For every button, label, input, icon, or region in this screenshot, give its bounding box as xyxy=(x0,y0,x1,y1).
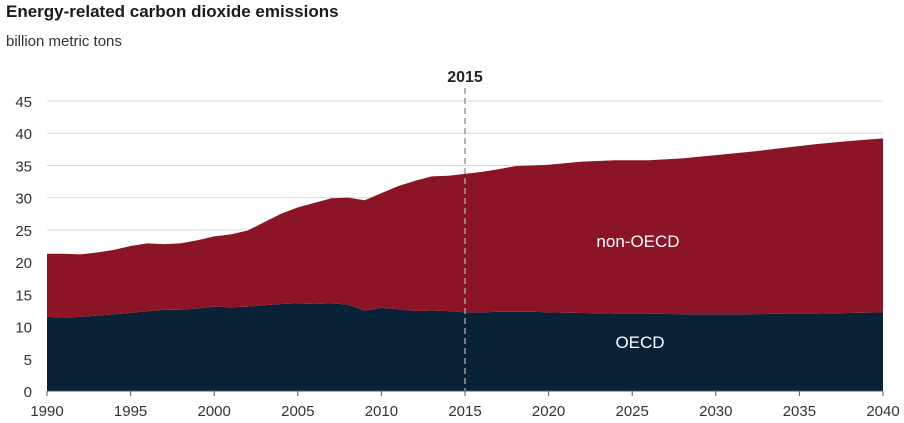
y-tick-label: 0 xyxy=(24,384,32,401)
x-tick-label: 2040 xyxy=(866,403,899,420)
x-tick-label: 2010 xyxy=(365,403,398,420)
y-tick-label: 5 xyxy=(24,352,32,369)
y-tick-label: 45 xyxy=(15,94,32,111)
chart-subtitle: billion metric tons xyxy=(6,33,122,50)
x-tick-label: 2020 xyxy=(532,403,565,420)
x-tick-label: 1990 xyxy=(30,403,63,420)
area-oecd xyxy=(47,303,883,391)
y-tick-label: 10 xyxy=(15,320,32,337)
x-tick-label: 2015 xyxy=(448,403,481,420)
y-tick-label: 15 xyxy=(15,287,32,304)
x-tick-label: 2025 xyxy=(616,403,649,420)
x-tick-label: 2005 xyxy=(281,403,314,420)
annotation-label-2015: 2015 xyxy=(447,69,483,86)
series-label-non-oecd: non-OECD xyxy=(596,232,679,251)
x-tick-label: 2030 xyxy=(699,403,732,420)
area-non-oecd xyxy=(47,138,883,318)
y-tick-label: 30 xyxy=(15,191,32,208)
x-tick-label: 2000 xyxy=(198,403,231,420)
y-tick-label: 20 xyxy=(15,255,32,272)
y-tick-label: 40 xyxy=(15,126,32,143)
x-tick-label: 1995 xyxy=(114,403,147,420)
y-tick-label: 25 xyxy=(15,223,32,240)
chart-title: Energy-related carbon dioxide emissions xyxy=(6,2,339,21)
series-label-oecd: OECD xyxy=(615,333,664,352)
y-tick-label: 35 xyxy=(15,158,32,175)
x-tick-label: 2035 xyxy=(783,403,816,420)
